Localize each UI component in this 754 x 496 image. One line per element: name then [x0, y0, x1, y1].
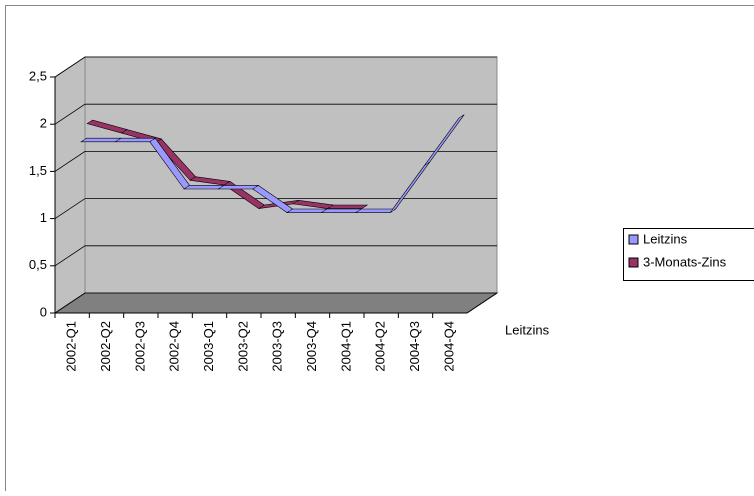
x-tick-label: 2002-Q1 [64, 321, 79, 372]
y-tick-label: 2 [40, 116, 47, 131]
x-tick-label: 2003-Q3 [270, 321, 285, 372]
x-tick-label: 2003-Q4 [304, 321, 319, 372]
x-tick-label: 2002-Q4 [167, 321, 182, 372]
y-tick-label: 2,5 [29, 68, 47, 83]
x-tick-label: 2003-Q2 [235, 321, 250, 372]
legend: Leitzins 3-Monats-Zins [624, 229, 754, 281]
legend-swatch [629, 258, 638, 267]
legend-label: 3-Monats-Zins [643, 254, 727, 269]
depth-label: Leitzins [505, 322, 550, 337]
y-tick-label: 0,5 [29, 257, 47, 272]
y-tick-label: 0 [40, 304, 47, 319]
side-wall [55, 57, 85, 313]
y-tick-label: 1,5 [29, 163, 47, 178]
x-tick-label: 2004-Q4 [441, 321, 456, 372]
back-wall [85, 57, 497, 293]
y-tick-label: 1 [40, 210, 47, 225]
x-tick-label: 2002-Q3 [132, 321, 147, 372]
x-tick-label: 2002-Q2 [98, 321, 113, 372]
floor [55, 293, 497, 313]
legend-swatch [629, 235, 638, 244]
legend-label: Leitzins [643, 231, 688, 246]
x-tick-label: 2004-Q1 [338, 321, 353, 372]
x-tick-label: 2004-Q3 [407, 321, 422, 372]
x-tick-label: 2003-Q1 [201, 321, 216, 372]
x-tick-label: 2004-Q2 [373, 321, 388, 372]
